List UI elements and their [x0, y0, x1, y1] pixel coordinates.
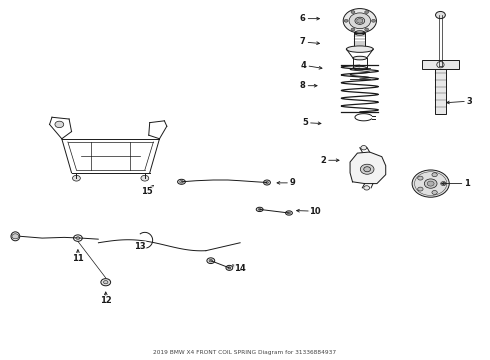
Circle shape — [351, 28, 355, 31]
Ellipse shape — [353, 66, 367, 70]
Ellipse shape — [55, 121, 64, 128]
Circle shape — [432, 190, 437, 194]
Text: 13: 13 — [134, 242, 146, 251]
Text: 11: 11 — [72, 254, 84, 263]
Text: 5: 5 — [302, 118, 308, 127]
Circle shape — [365, 28, 368, 31]
Text: 1: 1 — [465, 179, 470, 188]
Ellipse shape — [228, 267, 231, 269]
Ellipse shape — [226, 265, 233, 270]
Circle shape — [371, 19, 375, 22]
Circle shape — [432, 173, 437, 177]
Text: 2: 2 — [320, 156, 326, 165]
Text: 9: 9 — [290, 178, 296, 187]
Ellipse shape — [256, 207, 263, 212]
Circle shape — [349, 13, 370, 29]
Circle shape — [73, 175, 80, 181]
Circle shape — [417, 187, 423, 191]
Circle shape — [417, 176, 423, 180]
Circle shape — [344, 19, 348, 22]
Text: 2019 BMW X4 FRONT COIL SPRING Diagram for 31336884937: 2019 BMW X4 FRONT COIL SPRING Diagram fo… — [153, 350, 337, 355]
Ellipse shape — [103, 280, 108, 284]
Ellipse shape — [364, 167, 370, 172]
Ellipse shape — [207, 258, 215, 264]
Ellipse shape — [177, 179, 185, 184]
Circle shape — [412, 170, 449, 197]
Text: 6: 6 — [300, 14, 306, 23]
Polygon shape — [357, 18, 363, 23]
Circle shape — [365, 11, 368, 14]
Text: 14: 14 — [234, 264, 246, 273]
Bar — [435, 66, 446, 114]
Ellipse shape — [264, 180, 270, 185]
Polygon shape — [350, 152, 386, 184]
Circle shape — [351, 11, 355, 14]
Circle shape — [355, 17, 365, 24]
Ellipse shape — [11, 232, 20, 241]
Ellipse shape — [353, 56, 367, 60]
Circle shape — [427, 181, 434, 186]
Ellipse shape — [360, 164, 374, 174]
Circle shape — [343, 9, 376, 33]
Bar — [422, 60, 459, 69]
Ellipse shape — [286, 211, 293, 215]
Circle shape — [424, 179, 437, 188]
Circle shape — [12, 234, 19, 239]
Text: 4: 4 — [301, 61, 307, 70]
Text: 12: 12 — [100, 296, 112, 305]
Ellipse shape — [346, 46, 373, 52]
Circle shape — [141, 175, 149, 181]
Circle shape — [436, 12, 445, 19]
Ellipse shape — [101, 279, 111, 286]
Circle shape — [364, 186, 369, 190]
Bar — [354, 33, 365, 47]
Text: 8: 8 — [300, 81, 306, 90]
Text: 3: 3 — [467, 96, 473, 105]
Text: 15: 15 — [142, 187, 153, 196]
Circle shape — [361, 145, 367, 150]
Text: 10: 10 — [309, 207, 320, 216]
Circle shape — [441, 181, 446, 185]
Ellipse shape — [209, 260, 213, 262]
Text: 7: 7 — [300, 37, 306, 46]
